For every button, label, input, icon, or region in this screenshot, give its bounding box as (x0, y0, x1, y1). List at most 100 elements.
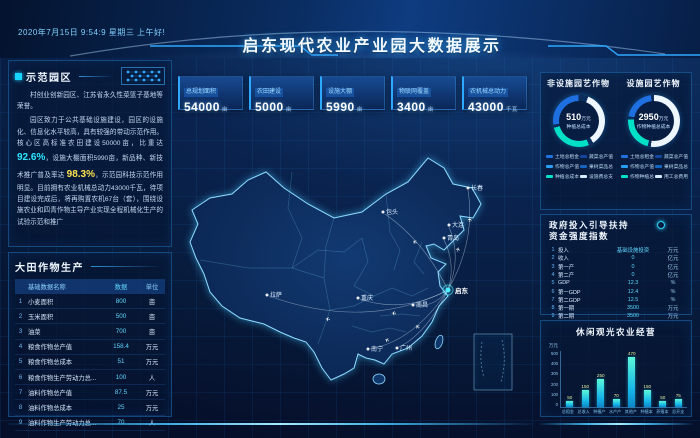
bar (612, 399, 620, 407)
hub-label: 启东 (455, 286, 469, 295)
donut-chart-non-facility: 510万元 种植总成本 (552, 95, 605, 147)
stat-unit: 亩 (285, 107, 292, 113)
table-row: 5 粮食作物总成本 51 万元 (15, 355, 165, 370)
bar-group: 50 (656, 351, 669, 407)
bottom-divider-right (540, 423, 692, 425)
bar-group: 250 (594, 351, 607, 407)
donut-legend: 土地总租金 蔬菜总产值 作物总产值 果树菜品总产值 作物种植总成本 用工总费用 (616, 150, 691, 180)
stat-card-greenhouse: 设施大棚 5990 亩 (320, 76, 385, 114)
bottom-divider-left (8, 423, 532, 425)
plane-icon: ✈ (384, 335, 392, 343)
stat-label: 设施大棚 (326, 88, 355, 97)
china-map: ✈ ✈ ✈ ✈ ✈ ✈ ✈ 长春 大连 青岛 包头 拉萨 重庆 南昌 南宁 广州… (189, 157, 513, 391)
bar (659, 401, 667, 407)
panel-horticulture: 非设施园艺作物 510万元 种植总成本 土地总租金 蔬菜总产值 作物总产值 果树… (540, 72, 692, 210)
legend-swatch (621, 165, 628, 168)
legend-swatch (580, 175, 587, 178)
page-title: 启东现代农业产业园大数据展示 (242, 38, 502, 55)
legend-swatch (621, 175, 628, 178)
bar-group: 150 (641, 351, 654, 407)
donut-value: 510 (566, 112, 582, 122)
table-header-row: 基础数据名称 数据 单位 (15, 279, 165, 294)
bar (674, 398, 682, 407)
stat-label: 总规划面积 (184, 88, 219, 97)
table-row: 1 小麦面积 800 亩 (15, 294, 165, 310)
legend-swatch (655, 165, 662, 168)
bars-area: 50 150 250 70 470 150 50 75 (560, 351, 687, 408)
legend-swatch (580, 155, 587, 158)
panel-title: 休闲观光农业经营 (575, 327, 656, 337)
hub-marker: 启东 (442, 284, 469, 296)
plane-icon: ✈ (411, 237, 419, 246)
city-label: 青岛 (447, 234, 459, 242)
title-divider (91, 266, 162, 267)
south-china-sea-inset (473, 333, 513, 391)
china-outline (189, 157, 482, 381)
stat-label: 农田建设 (255, 88, 284, 97)
legend-swatch (546, 155, 553, 158)
glow-ring-icon (657, 221, 665, 229)
bar (566, 401, 574, 407)
plane-icon: ✈ (391, 309, 397, 316)
city-label: 南昌 (416, 301, 428, 309)
circuit-dots-icon (121, 67, 165, 85)
bar (597, 379, 605, 407)
y-axis: 万元 500 400 300 200 100 0 (548, 343, 558, 407)
bar-group: 470 (625, 351, 638, 407)
stat-label: 物联网覆盖 (397, 88, 432, 97)
stat-card-planned-area: 总规划面积 54000 亩 (178, 76, 243, 114)
stat-unit: 千瓦 (505, 107, 518, 113)
donut-value: 2950 (638, 112, 659, 122)
flight-routes (268, 189, 471, 350)
y-axis-unit: 万元 (548, 343, 558, 348)
plane-icon: ✈ (414, 322, 422, 331)
table-row: 7 第二GDP 12.5% (551, 296, 676, 304)
panel-gov-fund: 政府投入引导扶持 资金强度指数 1 投入 基础设施投资 万元 2 收入 0 亿元 3 第一产 0… (540, 214, 692, 320)
city-label: 南宁 (371, 345, 383, 353)
demo-paragraph-2: 园区致力于公共基础设施建设，园区的设施化、信息化水平较高，具有较强的带动示范作用… (17, 117, 163, 147)
legend-swatch (621, 155, 628, 158)
highlight-percent-1: 92.6% (17, 152, 46, 164)
table-row: 4 粮食作物总产值 158.4 万元 (15, 340, 165, 355)
stat-cards-row: 总规划面积 54000 亩 农田建设 5000 亩 设施大棚 5990 亩 物联网覆盖… (178, 76, 527, 114)
bar-group: 70 (610, 351, 623, 407)
stat-card-iot-coverage: 物联网覆盖 3400 亩 (391, 76, 456, 114)
table-row: 3 油菜 700 亩 (15, 324, 165, 340)
stat-label: 农机械总动力 (468, 88, 509, 97)
stat-value: 43000 (468, 100, 504, 114)
legend-swatch (655, 175, 662, 178)
panel-leisure-agriculture: 休闲观光农业经营 万元 500 400 300 200 100 0 50 150 250 … (540, 320, 692, 417)
stat-card-machinery-power: 农机械总动力 43000 千瓦 (462, 76, 527, 114)
bar (581, 390, 589, 407)
stat-unit: 亩 (356, 107, 363, 113)
panel-title: 政府投入引导扶持 资金强度指数 (541, 215, 691, 246)
bar (643, 390, 651, 407)
bar-group: 75 (672, 351, 685, 407)
plane-icon: ✈ (325, 315, 331, 323)
legend-swatch (580, 165, 587, 168)
bar-group: 150 (579, 351, 592, 407)
city-label: 长春 (471, 184, 483, 192)
stat-unit: 亩 (427, 107, 434, 113)
city-label: 包头 (386, 208, 398, 216)
plane-icons: ✈ ✈ ✈ ✈ ✈ ✈ ✈ (325, 217, 475, 344)
table-row: 8 油料作物总成本 25 万元 (15, 400, 165, 416)
panel-title: 非设施园艺作物 (547, 79, 610, 88)
plane-icon: ✈ (455, 246, 463, 253)
title-divider (79, 75, 114, 77)
panel-facility-crops: 设施园艺作物 2950万元 作物种植总成本 土地总租金 蔬菜总产值 作物总产值 … (616, 73, 691, 209)
table-row: 2 玉米面积 500 亩 (15, 309, 165, 325)
legend-swatch (546, 165, 553, 168)
square-bullet-icon (15, 72, 22, 80)
table-row: 2 收入 0 亿元 (551, 255, 679, 263)
table-row: 6 第一GDP 12.4% (551, 288, 676, 296)
header-bar: 2020年7月15日 9:54:9 星期三 上午好! 启东现代农业产业园大数据展… (0, 0, 700, 58)
legend-swatch (546, 175, 553, 178)
donut-legend: 土地总租金 蔬菜总产值 作物总产值 果树菜品总产值 种植总成本 设施费总支出 (541, 150, 616, 180)
table-row: 1 投入 基础设施投资 万元 (551, 247, 679, 255)
stat-value: 54000 (184, 100, 220, 114)
table-row: 9 第二期 3500 万元 (551, 313, 679, 321)
panel-title: 大田作物生产 (15, 263, 84, 274)
x-axis-labels: 总租金 总收入 种植产 水产产 其他产 种植本 养殖本 总开支 (561, 409, 685, 414)
panel-non-facility-crops: 非设施园艺作物 510万元 种植总成本 土地总租金 蔬菜总产值 作物总产值 果树… (541, 73, 616, 209)
